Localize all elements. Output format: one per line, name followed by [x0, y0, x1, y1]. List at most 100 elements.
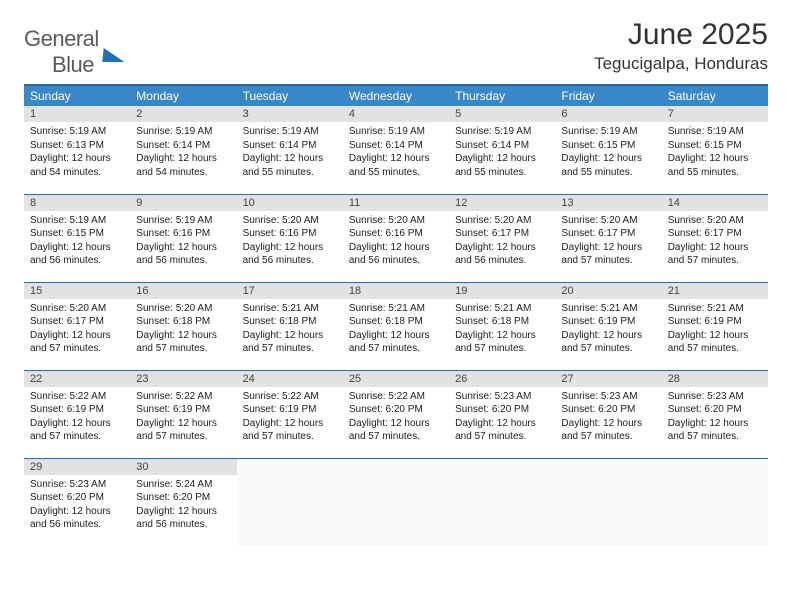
header: General Blue June 2025 Tegucigalpa, Hond… [24, 18, 768, 78]
calendar-cell: 15Sunrise: 5:20 AMSunset: 6:17 PMDayligh… [24, 282, 130, 370]
calendar-cell: 29Sunrise: 5:23 AMSunset: 6:20 PMDayligh… [24, 458, 130, 546]
day-details: Sunrise: 5:20 AMSunset: 6:17 PMDaylight:… [555, 211, 661, 272]
day-details: Sunrise: 5:20 AMSunset: 6:17 PMDaylight:… [24, 299, 130, 360]
brand-name-2: Blue [52, 52, 94, 77]
calendar-cell: 4Sunrise: 5:19 AMSunset: 6:14 PMDaylight… [343, 106, 449, 194]
calendar-row: 8Sunrise: 5:19 AMSunset: 6:15 PMDaylight… [24, 194, 768, 282]
day-details: Sunrise: 5:22 AMSunset: 6:19 PMDaylight:… [237, 387, 343, 448]
weekday-header: Sunday [24, 85, 130, 106]
calendar-cell: 20Sunrise: 5:21 AMSunset: 6:19 PMDayligh… [555, 282, 661, 370]
calendar-cell: 12Sunrise: 5:20 AMSunset: 6:17 PMDayligh… [449, 194, 555, 282]
calendar-cell: . [237, 458, 343, 546]
day-number: 29 [24, 459, 130, 475]
calendar-cell: 13Sunrise: 5:20 AMSunset: 6:17 PMDayligh… [555, 194, 661, 282]
day-number: 13 [555, 195, 661, 211]
day-number: 26 [449, 371, 555, 387]
brand-name-1: General [24, 26, 99, 51]
day-details: Sunrise: 5:23 AMSunset: 6:20 PMDaylight:… [662, 387, 768, 448]
weekday-header: Saturday [662, 85, 768, 106]
day-details: Sunrise: 5:19 AMSunset: 6:13 PMDaylight:… [24, 122, 130, 183]
calendar-cell: 18Sunrise: 5:21 AMSunset: 6:18 PMDayligh… [343, 282, 449, 370]
day-details: Sunrise: 5:21 AMSunset: 6:19 PMDaylight:… [555, 299, 661, 360]
day-details: Sunrise: 5:21 AMSunset: 6:18 PMDaylight:… [237, 299, 343, 360]
calendar-cell: 19Sunrise: 5:21 AMSunset: 6:18 PMDayligh… [449, 282, 555, 370]
day-number: 3 [237, 106, 343, 122]
day-number: 22 [24, 371, 130, 387]
calendar-cell: . [343, 458, 449, 546]
calendar-cell: 7Sunrise: 5:19 AMSunset: 6:15 PMDaylight… [662, 106, 768, 194]
day-number: 17 [237, 283, 343, 299]
weekday-header: Friday [555, 85, 661, 106]
calendar-row: 15Sunrise: 5:20 AMSunset: 6:17 PMDayligh… [24, 282, 768, 370]
day-details: Sunrise: 5:23 AMSunset: 6:20 PMDaylight:… [555, 387, 661, 448]
day-number: 6 [555, 106, 661, 122]
day-number: 24 [237, 371, 343, 387]
day-details: Sunrise: 5:19 AMSunset: 6:15 PMDaylight:… [662, 122, 768, 183]
day-details: Sunrise: 5:19 AMSunset: 6:15 PMDaylight:… [24, 211, 130, 272]
day-details: Sunrise: 5:23 AMSunset: 6:20 PMDaylight:… [24, 475, 130, 536]
calendar-cell: 17Sunrise: 5:21 AMSunset: 6:18 PMDayligh… [237, 282, 343, 370]
day-number: 25 [343, 371, 449, 387]
calendar-cell: 27Sunrise: 5:23 AMSunset: 6:20 PMDayligh… [555, 370, 661, 458]
calendar-cell: 11Sunrise: 5:20 AMSunset: 6:16 PMDayligh… [343, 194, 449, 282]
weekday-header: Tuesday [237, 85, 343, 106]
weekday-header: Wednesday [343, 85, 449, 106]
calendar-cell: 25Sunrise: 5:22 AMSunset: 6:20 PMDayligh… [343, 370, 449, 458]
weekday-header-row: Sunday Monday Tuesday Wednesday Thursday… [24, 85, 768, 106]
brand-logo: General Blue [24, 18, 125, 78]
day-details: Sunrise: 5:19 AMSunset: 6:14 PMDaylight:… [237, 122, 343, 183]
day-details: Sunrise: 5:19 AMSunset: 6:16 PMDaylight:… [130, 211, 236, 272]
day-number: 20 [555, 283, 661, 299]
brand-text: General Blue [24, 26, 99, 78]
day-number: 15 [24, 283, 130, 299]
calendar-cell: 30Sunrise: 5:24 AMSunset: 6:20 PMDayligh… [130, 458, 236, 546]
location-subtitle: Tegucigalpa, Honduras [594, 54, 768, 74]
day-details: Sunrise: 5:20 AMSunset: 6:16 PMDaylight:… [343, 211, 449, 272]
day-number: 23 [130, 371, 236, 387]
calendar-cell: 3Sunrise: 5:19 AMSunset: 6:14 PMDaylight… [237, 106, 343, 194]
day-details: Sunrise: 5:22 AMSunset: 6:19 PMDaylight:… [130, 387, 236, 448]
day-number: 9 [130, 195, 236, 211]
day-details: Sunrise: 5:23 AMSunset: 6:20 PMDaylight:… [449, 387, 555, 448]
calendar-cell: 24Sunrise: 5:22 AMSunset: 6:19 PMDayligh… [237, 370, 343, 458]
day-details: Sunrise: 5:19 AMSunset: 6:14 PMDaylight:… [449, 122, 555, 183]
day-details: Sunrise: 5:24 AMSunset: 6:20 PMDaylight:… [130, 475, 236, 536]
day-number: 11 [343, 195, 449, 211]
day-number: 14 [662, 195, 768, 211]
month-title: June 2025 [594, 18, 768, 52]
calendar-cell: 23Sunrise: 5:22 AMSunset: 6:19 PMDayligh… [130, 370, 236, 458]
day-details: Sunrise: 5:19 AMSunset: 6:14 PMDaylight:… [130, 122, 236, 183]
day-number: 5 [449, 106, 555, 122]
day-number: 10 [237, 195, 343, 211]
calendar-row: 29Sunrise: 5:23 AMSunset: 6:20 PMDayligh… [24, 458, 768, 546]
day-details: Sunrise: 5:20 AMSunset: 6:16 PMDaylight:… [237, 211, 343, 272]
calendar-cell: 14Sunrise: 5:20 AMSunset: 6:17 PMDayligh… [662, 194, 768, 282]
day-number: 30 [130, 459, 236, 475]
day-details: Sunrise: 5:22 AMSunset: 6:20 PMDaylight:… [343, 387, 449, 448]
weekday-header: Thursday [449, 85, 555, 106]
day-details: Sunrise: 5:20 AMSunset: 6:17 PMDaylight:… [449, 211, 555, 272]
day-number: 8 [24, 195, 130, 211]
day-number: 16 [130, 283, 236, 299]
calendar-cell: . [555, 458, 661, 546]
day-number: 7 [662, 106, 768, 122]
weekday-header: Monday [130, 85, 236, 106]
day-details: Sunrise: 5:20 AMSunset: 6:18 PMDaylight:… [130, 299, 236, 360]
calendar-cell: 2Sunrise: 5:19 AMSunset: 6:14 PMDaylight… [130, 106, 236, 194]
day-number: 2 [130, 106, 236, 122]
calendar-row: 22Sunrise: 5:22 AMSunset: 6:19 PMDayligh… [24, 370, 768, 458]
title-block: June 2025 Tegucigalpa, Honduras [594, 18, 768, 74]
day-number: 28 [662, 371, 768, 387]
calendar-cell: . [449, 458, 555, 546]
calendar-cell: 1Sunrise: 5:19 AMSunset: 6:13 PMDaylight… [24, 106, 130, 194]
calendar-cell: 6Sunrise: 5:19 AMSunset: 6:15 PMDaylight… [555, 106, 661, 194]
calendar-cell: 8Sunrise: 5:19 AMSunset: 6:15 PMDaylight… [24, 194, 130, 282]
day-number: 4 [343, 106, 449, 122]
calendar-cell: 9Sunrise: 5:19 AMSunset: 6:16 PMDaylight… [130, 194, 236, 282]
calendar-body: 1Sunrise: 5:19 AMSunset: 6:13 PMDaylight… [24, 106, 768, 546]
brand-triangle-icon [102, 48, 125, 62]
page: General Blue June 2025 Tegucigalpa, Hond… [0, 0, 792, 546]
calendar-cell: 16Sunrise: 5:20 AMSunset: 6:18 PMDayligh… [130, 282, 236, 370]
day-details: Sunrise: 5:19 AMSunset: 6:14 PMDaylight:… [343, 122, 449, 183]
day-details: Sunrise: 5:19 AMSunset: 6:15 PMDaylight:… [555, 122, 661, 183]
